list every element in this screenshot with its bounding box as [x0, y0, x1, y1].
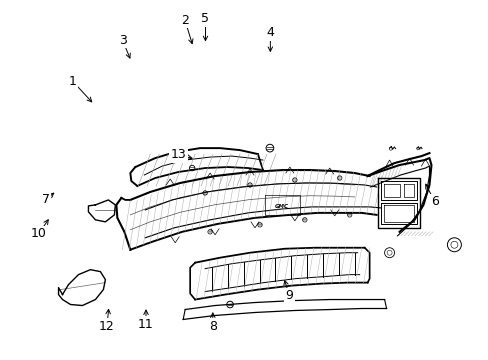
- Text: 8: 8: [208, 320, 216, 333]
- Text: 9: 9: [285, 289, 293, 302]
- Text: 5: 5: [201, 12, 209, 25]
- Text: 12: 12: [99, 320, 115, 333]
- Text: 6: 6: [430, 195, 438, 208]
- Text: 11: 11: [138, 318, 154, 331]
- Text: 3: 3: [119, 33, 126, 47]
- Text: 2: 2: [181, 14, 188, 27]
- Text: 10: 10: [31, 227, 46, 240]
- Text: 7: 7: [41, 193, 49, 206]
- Text: 4: 4: [266, 27, 274, 40]
- Text: 1: 1: [69, 75, 77, 88]
- Text: 13: 13: [170, 148, 186, 161]
- Text: GMC: GMC: [274, 204, 288, 210]
